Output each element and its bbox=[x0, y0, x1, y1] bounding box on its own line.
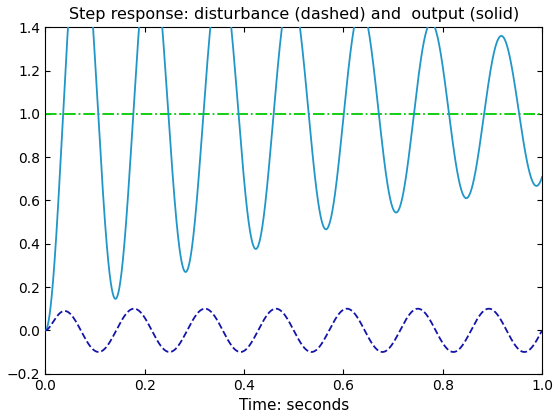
Title: Step response: disturbance (dashed) and  output (solid): Step response: disturbance (dashed) and … bbox=[68, 7, 519, 22]
X-axis label: Time: seconds: Time: seconds bbox=[239, 398, 349, 413]
